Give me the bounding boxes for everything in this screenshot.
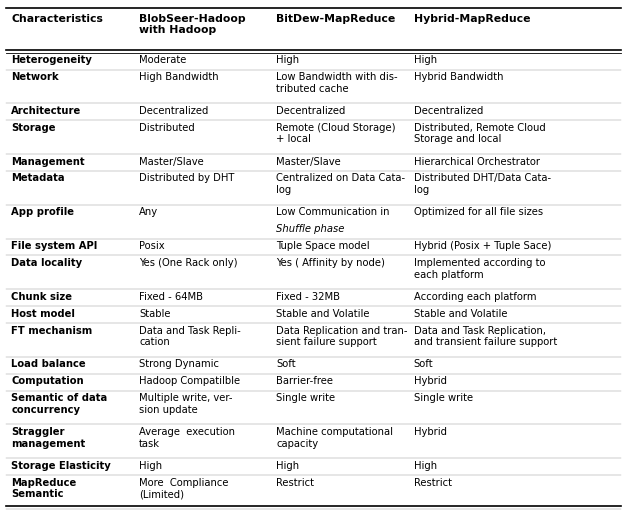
- Text: Master/Slave: Master/Slave: [276, 156, 341, 167]
- Text: High: High: [276, 461, 300, 471]
- Text: Hierarchical Orchestrator: Hierarchical Orchestrator: [414, 156, 540, 167]
- Text: Storage Elasticity: Storage Elasticity: [11, 461, 111, 471]
- Text: Semantic of data
concurrency: Semantic of data concurrency: [11, 393, 107, 415]
- Text: Load balance: Load balance: [11, 359, 86, 369]
- Text: High: High: [139, 461, 162, 471]
- Text: According each platform: According each platform: [414, 292, 536, 302]
- Text: Hybrid: Hybrid: [414, 376, 447, 386]
- Text: Data and Task Repli-
cation: Data and Task Repli- cation: [139, 326, 241, 347]
- Text: Data Replication and tran-
sient failure support: Data Replication and tran- sient failure…: [276, 326, 408, 347]
- Text: Hybrid (Posix + Tuple Sace): Hybrid (Posix + Tuple Sace): [414, 241, 551, 251]
- Text: MapReduce
Semantic: MapReduce Semantic: [11, 478, 77, 499]
- Text: Strong Dynamic: Strong Dynamic: [139, 359, 219, 369]
- Text: Distributed, Remote Cloud
Storage and local: Distributed, Remote Cloud Storage and lo…: [414, 123, 545, 145]
- Text: Soft: Soft: [276, 359, 296, 369]
- Text: Hybrid Bandwidth: Hybrid Bandwidth: [414, 72, 503, 82]
- Text: Management: Management: [11, 156, 85, 167]
- Text: High: High: [276, 55, 300, 65]
- Text: BlobSeer-Hadoop
with Hadoop: BlobSeer-Hadoop with Hadoop: [139, 14, 246, 35]
- Text: Distributed DHT/Data Cata-
log: Distributed DHT/Data Cata- log: [414, 174, 551, 195]
- Text: Fixed - 64MB: Fixed - 64MB: [139, 292, 203, 302]
- Text: File system API: File system API: [11, 241, 97, 251]
- Text: Storage: Storage: [11, 123, 56, 133]
- Text: Soft: Soft: [414, 359, 433, 369]
- Text: Tuple Space model: Tuple Space model: [276, 241, 370, 251]
- Text: Decentralized: Decentralized: [276, 106, 346, 116]
- Text: Posix: Posix: [139, 241, 165, 251]
- Text: Restrict: Restrict: [276, 478, 314, 487]
- Text: Architecture: Architecture: [11, 106, 82, 116]
- Text: High Bandwidth: High Bandwidth: [139, 72, 219, 82]
- Text: Data and Task Replication,
and transient failure support: Data and Task Replication, and transient…: [414, 326, 557, 347]
- Text: Master/Slave: Master/Slave: [139, 156, 204, 167]
- Text: Single write: Single write: [276, 393, 336, 403]
- Text: Barrier-free: Barrier-free: [276, 376, 333, 386]
- Text: Metadata: Metadata: [11, 174, 65, 183]
- Text: Restrict: Restrict: [414, 478, 452, 487]
- Text: Hybrid: Hybrid: [414, 427, 447, 437]
- Text: Fixed - 32MB: Fixed - 32MB: [276, 292, 341, 302]
- Text: High: High: [414, 55, 437, 65]
- Text: Yes ( Affinity by node): Yes ( Affinity by node): [276, 258, 385, 268]
- Text: Stable and Volatile: Stable and Volatile: [414, 309, 507, 319]
- Text: Yes (One Rack only): Yes (One Rack only): [139, 258, 238, 268]
- Text: Low Bandwidth with dis-
tributed cache: Low Bandwidth with dis- tributed cache: [276, 72, 398, 94]
- Text: Network: Network: [11, 72, 59, 82]
- Text: Decentralized: Decentralized: [139, 106, 208, 116]
- Text: Remote (Cloud Storage)
+ local: Remote (Cloud Storage) + local: [276, 123, 396, 145]
- Text: Average  execution
task: Average execution task: [139, 427, 235, 449]
- Text: Characteristics: Characteristics: [11, 14, 103, 24]
- Text: Low Communication in: Low Communication in: [276, 207, 390, 217]
- Text: Stable: Stable: [139, 309, 170, 319]
- Text: Straggler
management: Straggler management: [11, 427, 85, 449]
- Text: Hadoop Compatilble: Hadoop Compatilble: [139, 376, 240, 386]
- Text: Heterogeneity: Heterogeneity: [11, 55, 92, 65]
- Text: Multiple write, ver-
sion update: Multiple write, ver- sion update: [139, 393, 233, 415]
- Text: Decentralized: Decentralized: [414, 106, 483, 116]
- Text: Distributed by DHT: Distributed by DHT: [139, 174, 235, 183]
- Text: Host model: Host model: [11, 309, 75, 319]
- Text: Data locality: Data locality: [11, 258, 82, 268]
- Text: More  Compliance
(Limited): More Compliance (Limited): [139, 478, 228, 499]
- Text: FT mechanism: FT mechanism: [11, 326, 92, 336]
- Text: Machine computational
capacity: Machine computational capacity: [276, 427, 393, 449]
- Text: Distributed: Distributed: [139, 123, 195, 133]
- Text: Single write: Single write: [414, 393, 473, 403]
- Text: Implemented according to
each platform: Implemented according to each platform: [414, 258, 545, 280]
- Text: Centralized on Data Cata-
log: Centralized on Data Cata- log: [276, 174, 406, 195]
- Text: Stable and Volatile: Stable and Volatile: [276, 309, 370, 319]
- Text: BitDew-MapReduce: BitDew-MapReduce: [276, 14, 396, 24]
- Text: Computation: Computation: [11, 376, 84, 386]
- Text: High: High: [414, 461, 437, 471]
- Text: Moderate: Moderate: [139, 55, 187, 65]
- Text: Optimized for all file sizes: Optimized for all file sizes: [414, 207, 543, 217]
- Text: Hybrid-MapReduce: Hybrid-MapReduce: [414, 14, 530, 24]
- Text: Chunk size: Chunk size: [11, 292, 72, 302]
- Text: App profile: App profile: [11, 207, 74, 217]
- Text: Shuffle phase: Shuffle phase: [276, 224, 345, 234]
- Text: Any: Any: [139, 207, 158, 217]
